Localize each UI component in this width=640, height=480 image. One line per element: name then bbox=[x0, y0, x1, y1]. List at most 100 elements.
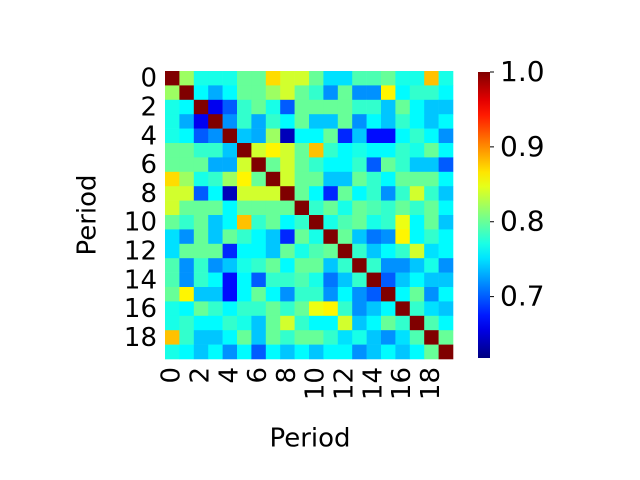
heatmap-cell bbox=[366, 114, 382, 129]
heatmap-cell bbox=[280, 272, 295, 288]
heatmap-cell bbox=[352, 157, 367, 173]
heatmap-cell bbox=[265, 330, 281, 345]
heatmap-cell bbox=[337, 85, 353, 101]
heatmap-cell bbox=[409, 85, 425, 101]
heatmap-cell bbox=[237, 258, 252, 273]
heatmap-cell bbox=[352, 344, 367, 360]
heatmap-cell bbox=[424, 85, 439, 101]
heatmap-cell bbox=[251, 287, 267, 302]
heatmap-cell bbox=[222, 186, 238, 201]
heatmap-cell bbox=[438, 315, 454, 331]
heatmap-cell bbox=[366, 71, 382, 86]
heatmap-cell bbox=[337, 128, 353, 144]
heatmap-cell bbox=[294, 258, 310, 273]
heatmap-cell bbox=[208, 157, 223, 173]
heatmap-cell bbox=[323, 128, 339, 144]
heatmap-cell bbox=[251, 229, 267, 245]
heatmap-cell bbox=[265, 272, 281, 288]
heatmap-cell bbox=[265, 344, 281, 360]
x-tick-label: 18 bbox=[416, 367, 446, 400]
heatmap-cell bbox=[337, 344, 353, 360]
heatmap-cell bbox=[222, 128, 238, 144]
heatmap-cell bbox=[222, 143, 238, 158]
heatmap-cell bbox=[337, 200, 353, 216]
heatmap-cell bbox=[179, 315, 195, 331]
heatmap-cell bbox=[222, 99, 238, 115]
y-tick-label: 14 bbox=[124, 265, 157, 295]
colorbar-tick-label: 0.9 bbox=[500, 130, 545, 163]
heatmap-cell bbox=[381, 71, 396, 86]
heatmap-cell bbox=[366, 143, 382, 158]
heatmap-cell bbox=[208, 114, 223, 129]
heatmap-cell bbox=[366, 215, 382, 230]
heatmap-cell bbox=[409, 171, 425, 187]
heatmap-cell bbox=[280, 186, 295, 201]
heatmap-cell bbox=[424, 157, 439, 173]
heatmap-cell bbox=[424, 330, 439, 345]
heatmap-cell bbox=[165, 143, 180, 158]
heatmap-cell bbox=[179, 258, 195, 273]
heatmap-cell bbox=[438, 114, 454, 129]
heatmap-cell bbox=[323, 287, 339, 302]
heatmap-cell bbox=[352, 171, 367, 187]
heatmap-cell bbox=[208, 215, 223, 230]
heatmap-cell bbox=[381, 128, 396, 144]
heatmap-cell bbox=[352, 243, 367, 259]
heatmap-cell bbox=[409, 330, 425, 345]
heatmap-cell bbox=[409, 315, 425, 331]
heatmap-cell bbox=[222, 114, 238, 129]
heatmap-cell bbox=[366, 301, 382, 317]
heatmap-cell bbox=[352, 272, 367, 288]
heatmap-cell bbox=[265, 229, 281, 245]
heatmap-cell bbox=[251, 186, 267, 201]
heatmap-cell bbox=[208, 71, 223, 86]
x-tick-label: 16 bbox=[387, 367, 417, 400]
heatmap-cell bbox=[424, 301, 439, 317]
heatmap-cell bbox=[193, 243, 209, 259]
heatmap-cell bbox=[222, 315, 238, 331]
heatmap-cell bbox=[395, 186, 411, 201]
heatmap-cell bbox=[337, 272, 353, 288]
heatmap-cell bbox=[294, 330, 310, 345]
heatmap-cell bbox=[395, 215, 411, 230]
heatmap-cell bbox=[251, 157, 267, 173]
heatmap-cell bbox=[323, 186, 339, 201]
heatmap-cell bbox=[294, 99, 310, 115]
heatmap-cell bbox=[193, 229, 209, 245]
heatmap-cell bbox=[237, 71, 252, 86]
y-tick-label: 10 bbox=[124, 208, 157, 238]
heatmap-cell bbox=[309, 215, 324, 230]
heatmap-cell bbox=[323, 258, 339, 273]
heatmap-cell bbox=[337, 99, 353, 115]
y-tick-label: 6 bbox=[140, 150, 157, 180]
heatmap-cell bbox=[381, 171, 396, 187]
heatmap-cell bbox=[424, 315, 439, 331]
heatmap-cell bbox=[165, 287, 180, 302]
x-tick-label: 6 bbox=[243, 367, 273, 384]
heatmap-cell bbox=[222, 229, 238, 245]
heatmap-cell bbox=[395, 229, 411, 245]
heatmap-cell bbox=[309, 243, 324, 259]
heatmap-cell bbox=[424, 171, 439, 187]
heatmap-cell bbox=[337, 229, 353, 245]
heatmap-cell bbox=[294, 128, 310, 144]
heatmap-cell bbox=[352, 85, 367, 101]
heatmap-cell bbox=[323, 114, 339, 129]
heatmap-cell bbox=[237, 229, 252, 245]
heatmap-cell bbox=[438, 71, 454, 86]
heatmap-cell bbox=[294, 315, 310, 331]
heatmap-cell bbox=[165, 229, 180, 245]
heatmap-cell bbox=[179, 344, 195, 360]
y-tick-label: 4 bbox=[140, 121, 157, 151]
heatmap-cell bbox=[395, 143, 411, 158]
heatmap-cell bbox=[424, 215, 439, 230]
heatmap-cell bbox=[237, 85, 252, 101]
heatmap-cell bbox=[294, 200, 310, 216]
colorbar-tick-label: 0.7 bbox=[500, 280, 545, 313]
heatmap-cell bbox=[309, 272, 324, 288]
heatmap-cell bbox=[395, 157, 411, 173]
heatmap-cell bbox=[265, 287, 281, 302]
heatmap-cell bbox=[265, 71, 281, 86]
heatmap-cell bbox=[309, 330, 324, 345]
x-tick-label: 14 bbox=[358, 367, 388, 400]
